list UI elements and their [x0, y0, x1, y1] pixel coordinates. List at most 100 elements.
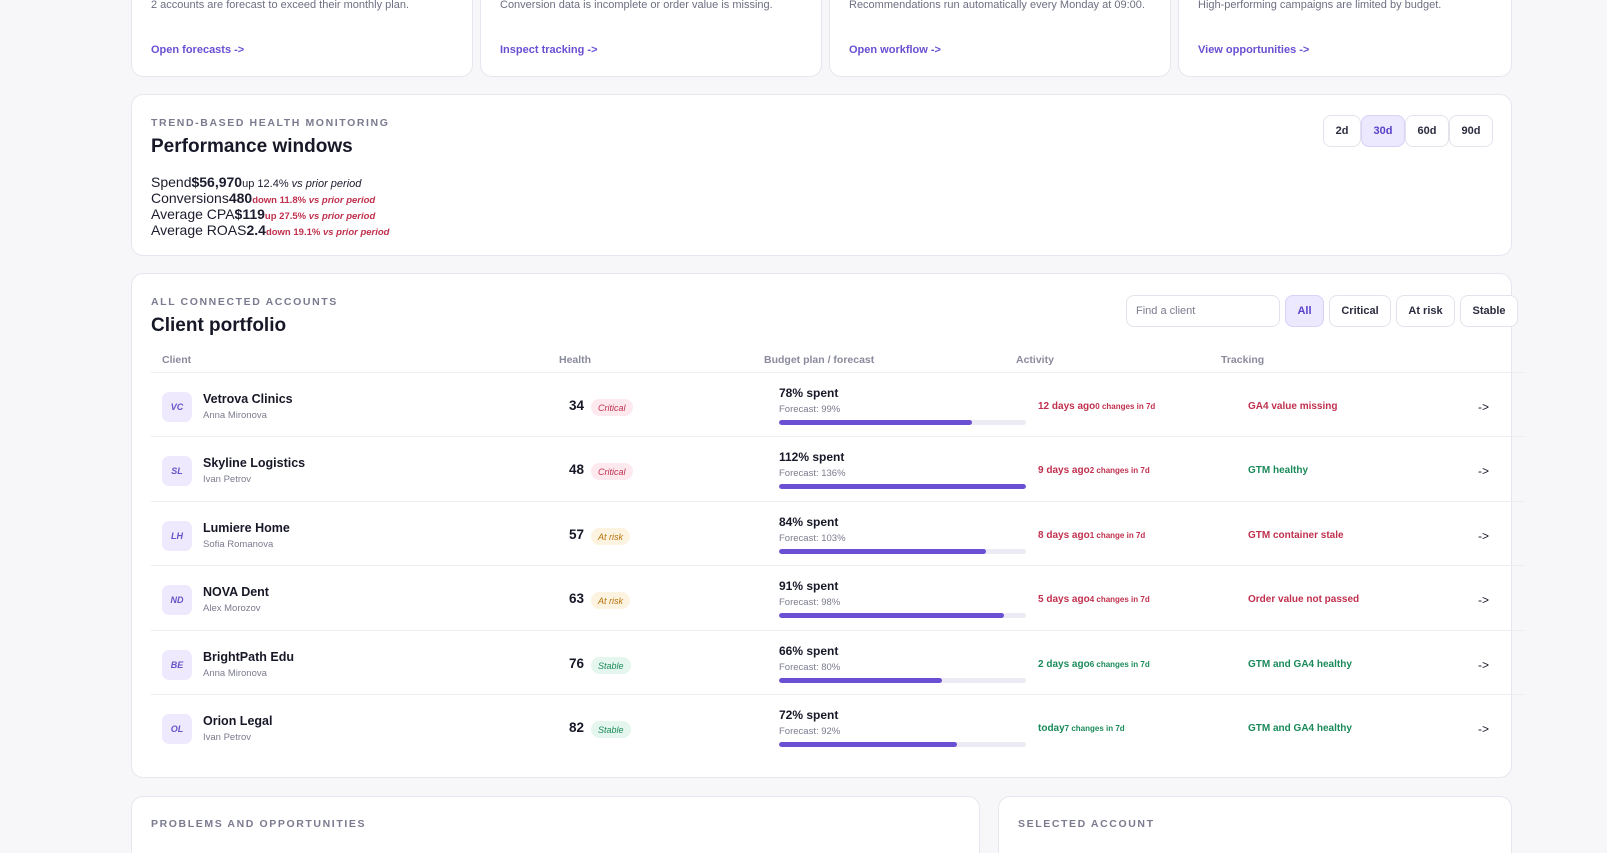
last-activity: 9 days ago [1038, 465, 1090, 476]
change-count: 0 changes in 7d [1095, 402, 1156, 411]
filter-all-button[interactable]: All [1285, 295, 1324, 327]
tracking-status: GTM and GA4 healthy [1248, 723, 1352, 734]
card-description: 2 accounts are forecast to exceed their … [151, 0, 410, 11]
view-opportunities-link[interactable]: View opportunities -> [1198, 44, 1310, 56]
tracking-status: Order value not passed [1248, 594, 1360, 605]
table-row[interactable]: BE BrightPath Edu Anna Mironova 76 Stabl… [151, 630, 1525, 696]
section-title: Performance windows [151, 136, 353, 157]
status-badge: At risk [591, 528, 631, 545]
budget-progress-bar [779, 549, 1026, 554]
metric-suffix: vs prior period [308, 211, 376, 222]
window-90d-button[interactable]: 90d [1449, 115, 1493, 147]
last-activity: today [1038, 723, 1065, 734]
activity-status: 12 days ago0 changes in 7d [1038, 401, 1155, 412]
budget-progress-fill [779, 613, 1004, 618]
performance-windows-card: TREND-BASED HEALTH MONITORING Performanc… [131, 94, 1512, 256]
metric-change: 11.8% [279, 195, 307, 206]
open-workflow-link[interactable]: Open workflow -> [849, 44, 941, 56]
client-owner: Alex Morozov [203, 603, 261, 614]
health-score: 63 [569, 591, 585, 606]
section-kicker: TREND-BASED HEALTH MONITORING [151, 117, 390, 129]
client-avatar: SL [162, 456, 192, 486]
table-row[interactable]: LH Lumiere Home Sofia Romanova 57 At ris… [151, 501, 1525, 567]
open-client-arrow[interactable]: -> [1478, 722, 1490, 736]
metric-conversions: Conversions480down 11.8% vs prior period [151, 190, 375, 206]
client-owner: Sofia Romanova [203, 539, 274, 550]
client-name: Skyline Logistics [203, 456, 306, 470]
card-description: Conversion data is incomplete or order v… [500, 0, 773, 11]
client-portfolio-card: ALL CONNECTED ACCOUNTS Client portfolio … [131, 273, 1525, 778]
last-activity: 2 days ago [1038, 659, 1090, 670]
budget-progress-bar [779, 678, 1026, 683]
budget-forecast: Forecast: 103% [779, 533, 846, 544]
metric-change: 27.5% [279, 211, 307, 222]
metric-value: $56,970 [191, 174, 243, 190]
client-name: BrightPath Edu [203, 650, 294, 664]
metric-value: 480 [228, 190, 253, 206]
window-30d-button[interactable]: 30d [1361, 115, 1405, 147]
filter-stable-button[interactable]: Stable [1460, 295, 1518, 327]
column-header-activity: Activity [1016, 354, 1054, 366]
table-row[interactable]: OL Orion Legal Ivan Petrov 82 Stable 72%… [151, 694, 1525, 760]
metric-direction: up [242, 178, 255, 190]
client-avatar: OL [162, 714, 192, 744]
budget-progress-bar [779, 484, 1026, 489]
budget-forecast: Forecast: 99% [779, 404, 841, 415]
open-client-arrow[interactable]: -> [1478, 658, 1490, 672]
table-row[interactable]: ND NOVA Dent Alex Morozov 63 At risk 91%… [151, 565, 1525, 631]
budget-spent: 66% spent [779, 644, 839, 658]
client-name: Orion Legal [203, 714, 273, 728]
metric-suffix: vs prior period [291, 178, 362, 190]
client-owner: Anna Mironova [203, 410, 267, 421]
budget-spent: 84% spent [779, 515, 839, 529]
activity-status: 9 days ago2 changes in 7d [1038, 465, 1150, 476]
client-search-input[interactable] [1126, 295, 1280, 327]
table-row[interactable]: SL Skyline Logistics Ivan Petrov 48 Crit… [151, 436, 1525, 502]
change-count: 4 changes in 7d [1089, 595, 1150, 604]
health-score: 57 [569, 527, 585, 542]
window-60d-button[interactable]: 60d [1405, 115, 1449, 147]
metric-label: Average CPA [151, 206, 235, 222]
budget-progress-bar [779, 742, 1026, 747]
column-header-budget: Budget plan / forecast [764, 354, 875, 366]
metric-direction: down [252, 195, 277, 206]
client-avatar: BE [162, 650, 192, 680]
inspect-tracking-link[interactable]: Inspect tracking -> [500, 44, 598, 56]
tracking-status: GTM container stale [1248, 530, 1344, 541]
forecast-alert-card: 2 accounts are forecast to exceed their … [131, 0, 473, 77]
metric-spend: Spend$56,970up 12.4% vs prior period [151, 174, 361, 190]
change-count: 2 changes in 7d [1089, 466, 1150, 475]
budget-progress-bar [779, 420, 1026, 425]
activity-status: 8 days ago1 change in 7d [1038, 530, 1145, 541]
activity-status: 5 days ago4 changes in 7d [1038, 594, 1150, 605]
budget-spent: 72% spent [779, 708, 839, 722]
metric-value: 2.4 [246, 222, 266, 238]
budget-progress-fill [779, 742, 957, 747]
table-row[interactable]: VC Vetrova Clinics Anna Mironova 34 Crit… [151, 372, 1525, 438]
activity-status: 2 days ago6 changes in 7d [1038, 659, 1150, 670]
status-badge: At risk [591, 592, 631, 609]
filter-at-risk-button[interactable]: At risk [1396, 295, 1455, 327]
health-score: 48 [569, 462, 585, 477]
problems-opportunities-card: PROBLEMS AND OPPORTUNITIES [131, 796, 980, 853]
column-header-tracking: Tracking [1221, 354, 1265, 366]
open-client-arrow[interactable]: -> [1478, 529, 1490, 543]
filter-critical-button[interactable]: Critical [1329, 295, 1391, 327]
open-client-arrow[interactable]: -> [1478, 400, 1490, 414]
open-forecasts-link[interactable]: Open forecasts -> [151, 44, 245, 56]
client-avatar: VC [162, 392, 192, 422]
column-header-client: Client [162, 354, 192, 366]
open-client-arrow[interactable]: -> [1478, 593, 1490, 607]
window-2d-button[interactable]: 2d [1323, 115, 1361, 147]
metric-suffix: vs prior period [322, 227, 390, 238]
card-description: High-performing campaigns are limited by… [1198, 0, 1442, 11]
open-client-arrow[interactable]: -> [1478, 464, 1490, 478]
budget-progress-fill [779, 549, 987, 554]
client-name: Vetrova Clinics [203, 392, 293, 406]
budget-spent: 78% spent [779, 386, 839, 400]
section-kicker: SELECTED ACCOUNT [1018, 818, 1155, 830]
selected-account-card: SELECTED ACCOUNT [998, 796, 1512, 853]
change-count: 7 changes in 7d [1064, 724, 1125, 733]
metric-value: $119 [234, 206, 265, 222]
section-title: Client portfolio [151, 315, 287, 336]
